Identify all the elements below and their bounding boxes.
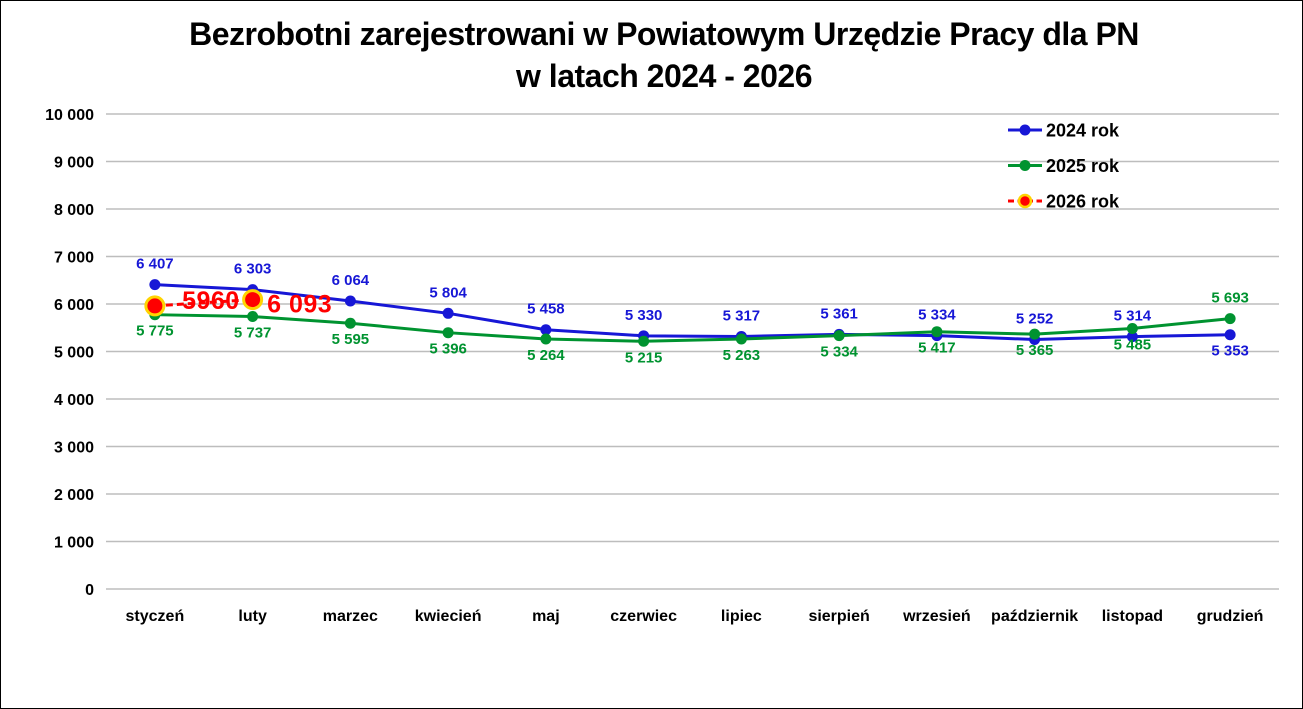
data-label-2024-rok: 5 252 <box>1016 311 1054 328</box>
y-axis-tick-label: 1 000 <box>54 535 94 552</box>
y-axis-tick-label: 10 000 <box>45 107 94 124</box>
data-label-2026-rok: 6 093 <box>267 291 332 319</box>
legend-label: 2024 rok <box>1046 121 1120 141</box>
y-axis-tick-label: 6 000 <box>54 297 94 314</box>
x-axis-month-label: styczeń <box>126 608 185 625</box>
legend-item-2025-rok: 2025 rok <box>1008 156 1120 176</box>
y-axis-tick-label: 8 000 <box>54 202 94 219</box>
legend-item-2024-rok: 2024 rok <box>1008 121 1120 141</box>
legend-marker-icon <box>1019 160 1031 171</box>
data-label-2024-rok: 5 353 <box>1211 343 1249 360</box>
x-axis-month-label: maj <box>532 608 560 625</box>
series-line-2025-rok <box>154 313 1231 343</box>
chart-title-line2: w latach 2024 - 2026 <box>515 58 812 94</box>
data-label-2024-rok: 6 407 <box>136 256 174 273</box>
data-point-marker-2024-rok <box>1126 331 1138 343</box>
y-axis-tick-label: 2 000 <box>54 487 94 504</box>
data-point-marker-2025-rok <box>1126 322 1138 334</box>
data-point-marker-2025-rok <box>931 326 943 338</box>
data-label-2025-rok: 5 485 <box>1114 336 1152 353</box>
y-axis-tick-label: 7 000 <box>54 250 94 267</box>
data-point-marker-2025-rok <box>638 335 650 347</box>
data-label-2024-rok: 6 064 <box>332 272 370 289</box>
data-point-marker-2025-rok <box>833 330 845 342</box>
data-point-marker-2024-rok <box>344 295 356 307</box>
x-axis-month-label: luty <box>238 608 267 625</box>
series-line-2024-rok <box>154 283 1231 342</box>
data-point-marker-2024-rok <box>442 307 454 319</box>
data-label-2025-rok: 5 263 <box>723 347 761 364</box>
legend-marker-icon <box>1017 193 1033 209</box>
data-point-marker-2025-rok <box>247 310 259 322</box>
data-label-2025-rok: 5 595 <box>332 331 370 348</box>
x-axis-month-label: sierpień <box>808 608 869 625</box>
y-axis-tick-label: 0 <box>85 582 94 599</box>
data-point-marker-2025-rok <box>1029 328 1041 340</box>
data-label-2024-rok: 5 361 <box>820 305 858 322</box>
x-axis-month-label: czerwiec <box>610 608 677 625</box>
data-label-2024-rok: 5 330 <box>625 307 663 324</box>
data-point-marker-2025-rok <box>442 327 454 339</box>
legend-marker-icon <box>1019 124 1031 136</box>
data-label-2025-rok: 5 693 <box>1211 290 1249 307</box>
y-axis-tick-label: 9 000 <box>54 155 94 172</box>
x-axis-month-label: listopad <box>1102 608 1163 625</box>
x-axis-month-label: grudzień <box>1197 608 1264 625</box>
data-label-2025-rok: 5 396 <box>429 341 467 358</box>
data-label-2026-rok: 5960 <box>182 287 240 315</box>
x-axis-month-label: wrzesień <box>902 608 971 625</box>
data-label-2025-rok: 5 264 <box>527 347 565 364</box>
data-point-marker-2025-rok <box>344 317 356 329</box>
y-axis-tick-label: 4 000 <box>54 392 94 409</box>
data-point-marker-2025-rok <box>735 333 747 345</box>
data-point-marker-2026-rok <box>144 295 166 317</box>
data-point-marker-2025-rok <box>1224 313 1236 325</box>
data-label-2025-rok: 5 737 <box>234 324 272 341</box>
x-axis-month-label: marzec <box>323 608 378 625</box>
y-axis-tick-label: 3 000 <box>54 440 94 457</box>
legend-label: 2026 rok <box>1046 192 1120 212</box>
data-label-2025-rok: 5 215 <box>625 349 663 366</box>
data-label-2025-rok: 5 417 <box>918 340 956 357</box>
data-point-marker-2024-rok <box>1224 329 1236 341</box>
data-label-2024-rok: 6 303 <box>234 261 272 278</box>
legend-item-2026-rok: 2026 rok <box>1008 192 1120 212</box>
data-point-marker-2024-rok <box>149 279 161 291</box>
data-point-marker-2025-rok <box>540 333 552 345</box>
data-label-2024-rok: 5 458 <box>527 301 565 318</box>
data-label-2024-rok: 5 317 <box>723 307 761 324</box>
x-axis-month-label: kwiecień <box>415 608 482 625</box>
data-point-marker-2024-rok <box>540 324 552 336</box>
chart-title-line1: Bezrobotni zarejestrowani w Powiatowym U… <box>189 16 1139 52</box>
plot-area: 0 1 000 2 000 3 000 4 000 5 000 6 000 7 000 8 00… <box>45 107 1279 625</box>
data-label-2025-rok: 5 334 <box>820 344 858 361</box>
data-label-2024-rok: 5 334 <box>918 307 956 324</box>
data-label-2025-rok: 5 775 <box>136 323 174 340</box>
data-point-marker-2026-rok <box>242 289 264 311</box>
x-axis-month-label: październik <box>991 608 1078 625</box>
data-label-2024-rok: 5 804 <box>429 284 467 301</box>
series-line-2026-rok <box>154 298 253 308</box>
data-label-2025-rok: 5 365 <box>1016 342 1054 359</box>
data-label-2024-rok: 5 314 <box>1114 308 1152 325</box>
x-axis-month-label: lipiec <box>721 608 762 625</box>
legend-label: 2025 rok <box>1046 156 1120 176</box>
y-axis-tick-label: 5 000 <box>54 345 94 362</box>
